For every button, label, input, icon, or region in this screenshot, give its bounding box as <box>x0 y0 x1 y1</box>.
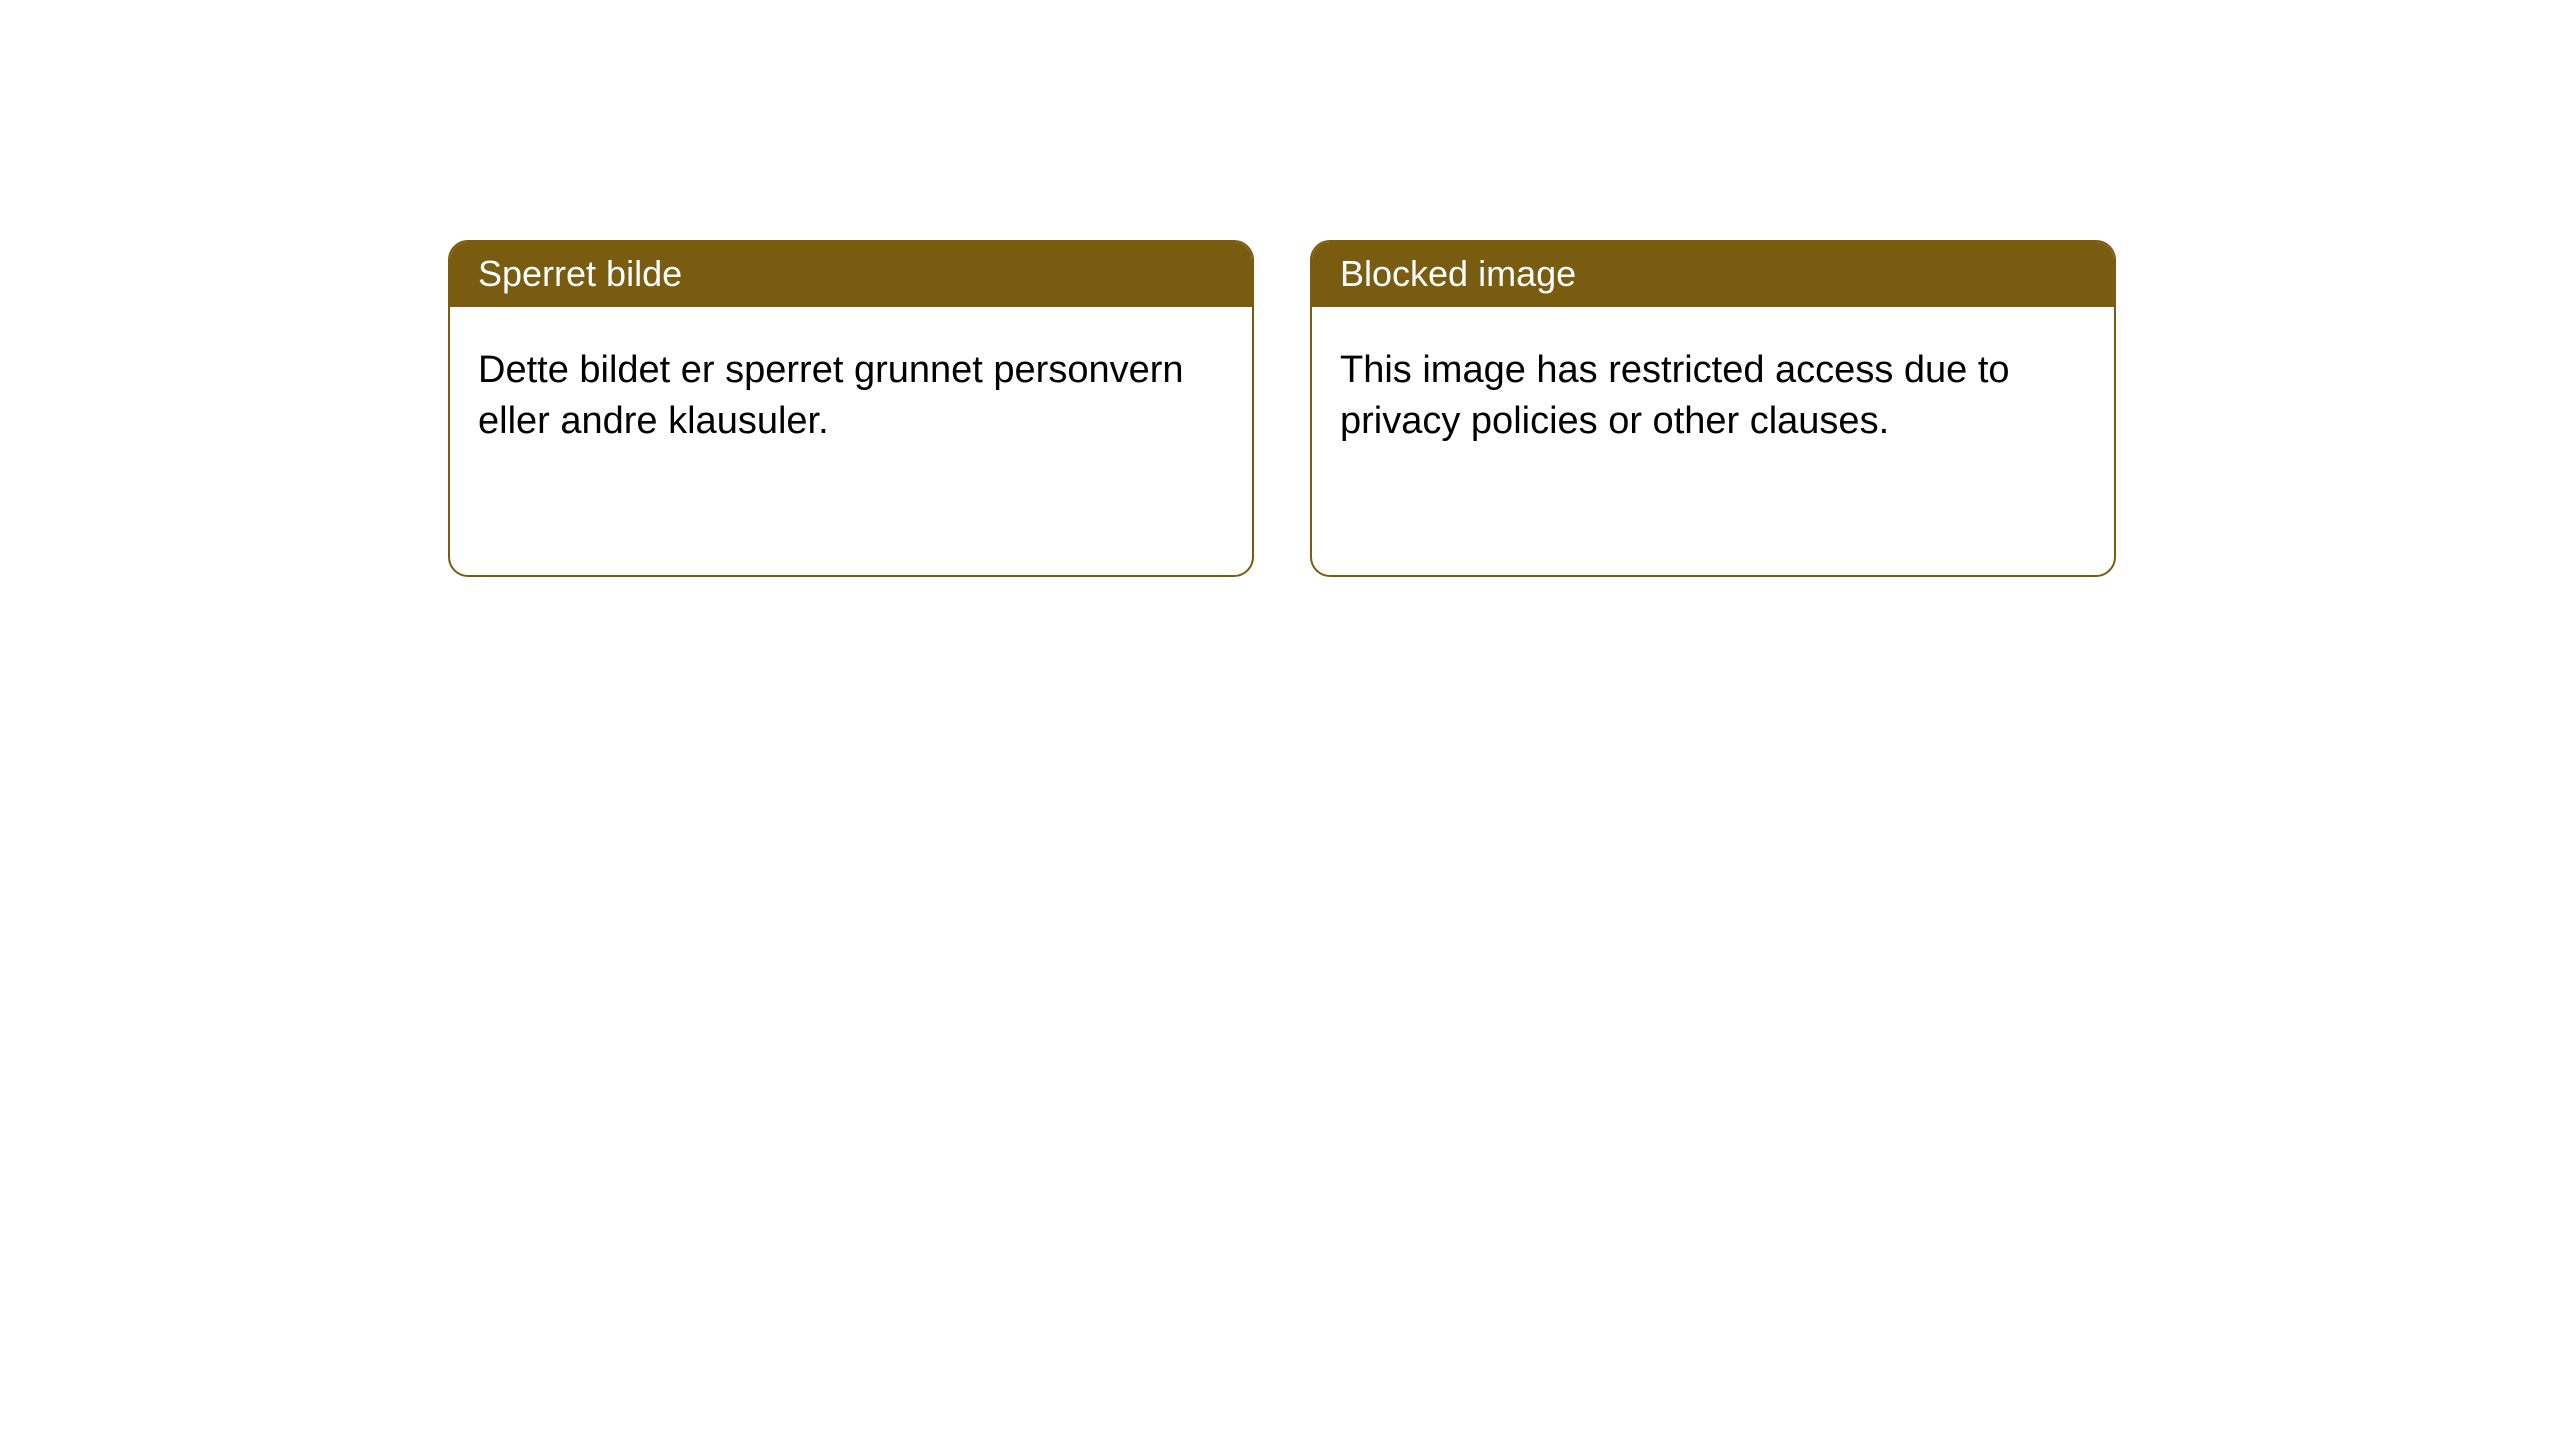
notice-card-title: Sperret bilde <box>450 242 1252 307</box>
notice-card-english: Blocked image This image has restricted … <box>1310 240 2116 577</box>
notice-card-body: This image has restricted access due to … <box>1312 307 2114 575</box>
notice-card-body: Dette bildet er sperret grunnet personve… <box>450 307 1252 575</box>
notice-card-title: Blocked image <box>1312 242 2114 307</box>
notice-card-norwegian: Sperret bilde Dette bildet er sperret gr… <box>448 240 1254 577</box>
notice-container: Sperret bilde Dette bildet er sperret gr… <box>0 0 2560 577</box>
